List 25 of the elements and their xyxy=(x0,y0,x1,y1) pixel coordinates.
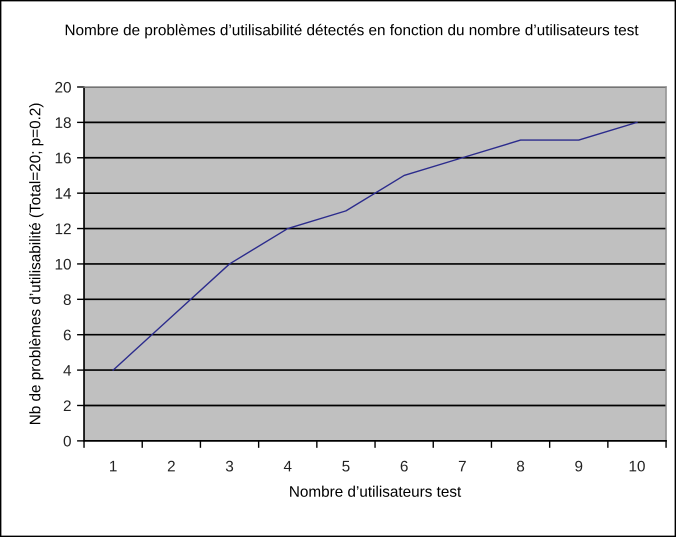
y-tick-label: 16 xyxy=(56,152,71,164)
y-axis-title: Nb de problèmes d’utilisabilité (Total=20; p=0.2) xyxy=(29,104,44,424)
x-tick-label: 3 xyxy=(226,460,234,472)
y-tick-label: 12 xyxy=(56,223,71,234)
x-tick-label: 9 xyxy=(575,460,582,472)
chart-title: Nombre de problèmes d’utilisabilité détectés en fonction du nombre d’utilisateurs test xyxy=(66,24,638,38)
y-tick-label: 20 xyxy=(55,82,71,93)
y-tick-label: 2 xyxy=(64,400,71,412)
x-tick-label: 2 xyxy=(168,460,175,472)
y-tick-label: 10 xyxy=(56,258,71,270)
x-tick-label: 7 xyxy=(458,460,466,472)
y-tick-label: 6 xyxy=(64,330,71,340)
x-tick-label: 4 xyxy=(284,460,292,472)
line-series xyxy=(112,122,638,371)
y-tick-label: 4 xyxy=(63,365,72,376)
y-tick-label: 0 xyxy=(64,436,71,447)
x-tick-label: 1 xyxy=(110,460,117,472)
y-tick-label: 18 xyxy=(56,117,71,128)
y-tick-label: 8 xyxy=(64,294,71,306)
x-tick-label: 10 xyxy=(630,460,645,472)
y-tick-label: 14 xyxy=(56,188,72,199)
x-tick-label: 5 xyxy=(342,460,350,472)
x-tick-label: 6 xyxy=(400,460,408,472)
x-tick-label: 8 xyxy=(516,460,524,472)
x-axis-title: Nombre d’utilisateurs test xyxy=(290,486,462,497)
